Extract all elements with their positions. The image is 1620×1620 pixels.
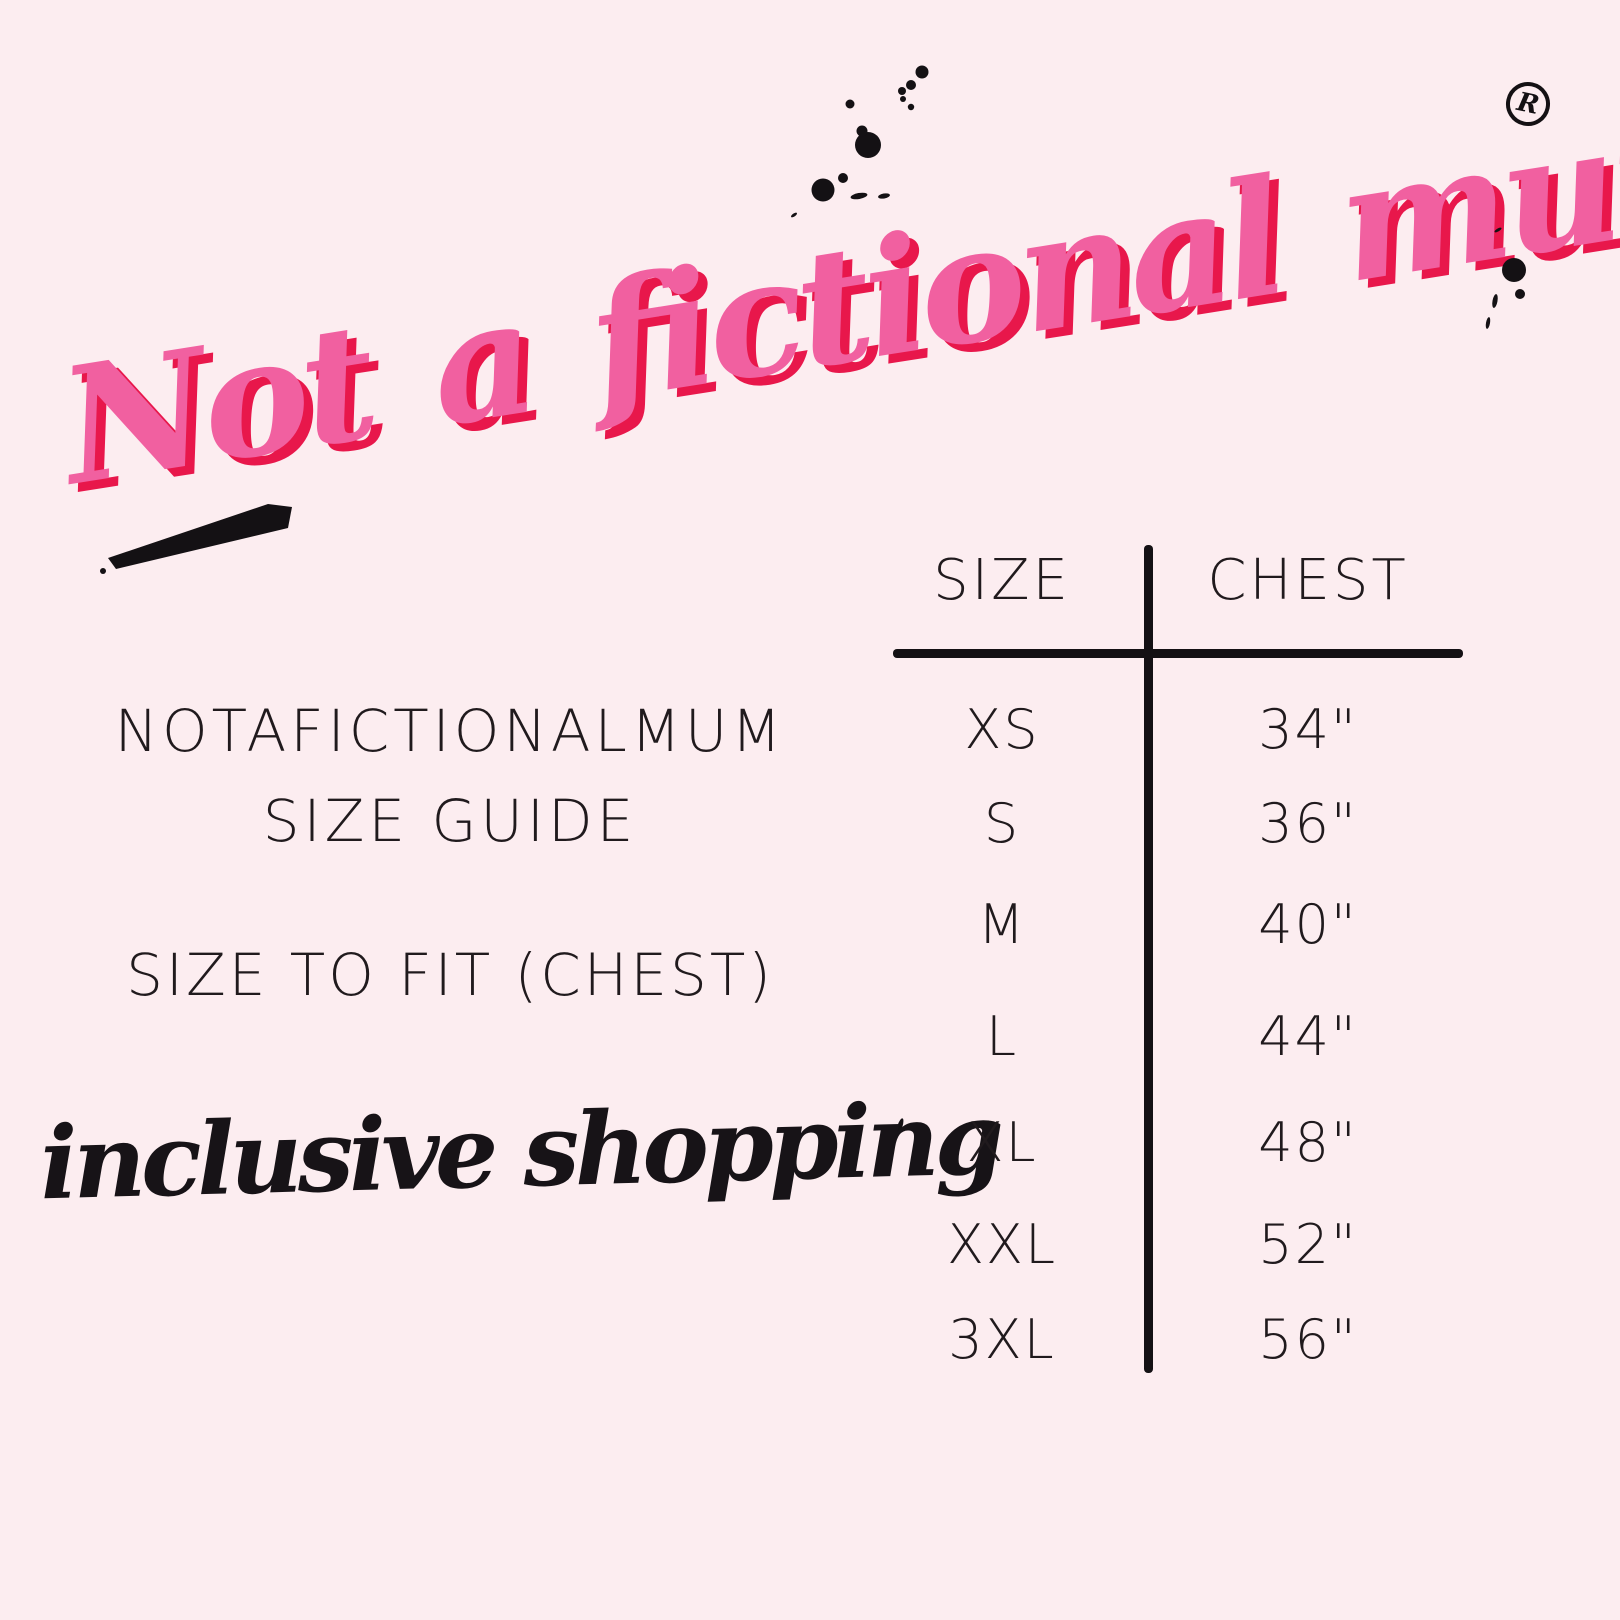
table-row-chest: 52" [1258, 1213, 1358, 1276]
brand-logo: Not a fictional mum [38, 39, 1620, 592]
table-row-chest: 48" [1258, 1111, 1358, 1174]
table-header-size: SIZE [933, 548, 1071, 613]
table-row-size: XXL [946, 1213, 1058, 1276]
table-row-chest: 40" [1258, 893, 1358, 956]
table-row-chest: 44" [1258, 1005, 1358, 1068]
table-row-size: XS [964, 698, 1040, 761]
table-header-chest: CHEST [1207, 548, 1409, 613]
table-row-chest: 34" [1258, 698, 1358, 761]
table-vertical-rule [1144, 545, 1153, 1373]
guide-subtitle: SIZE TO FIT (CHEST) [126, 941, 774, 1009]
brand-logo-text: Not a fictional mum [49, 64, 1620, 522]
tagline: inclusive shopping [38, 1079, 1001, 1223]
guide-title-line2: SIZE GUIDE [262, 787, 638, 855]
table-row-chest: 36" [1258, 792, 1358, 855]
registered-trademark-letter: R [1514, 87, 1542, 121]
table-row-size: 3XL [948, 1308, 1056, 1371]
table-row-chest: 56" [1258, 1308, 1358, 1371]
table-row-size: M [977, 893, 1027, 956]
table-row-size: L [985, 1005, 1019, 1068]
guide-title-line1: NOTAFICTIONALMUM [114, 697, 786, 765]
table-row-size: S [983, 792, 1021, 855]
table-horizontal-rule [893, 649, 1463, 658]
table-row-size: XL [966, 1111, 1038, 1174]
